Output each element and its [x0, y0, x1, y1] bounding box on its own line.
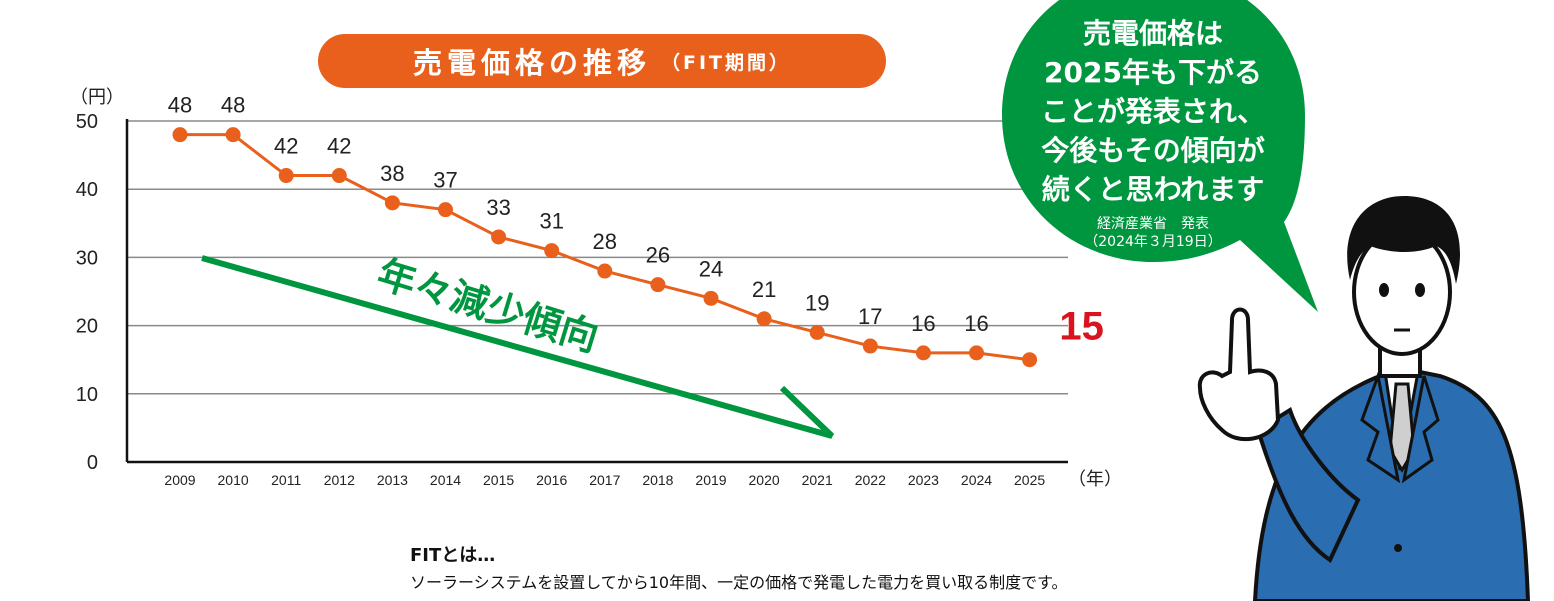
data-point [384, 195, 400, 211]
right-eye [1415, 283, 1425, 297]
x-axis-label: （年） [1068, 469, 1122, 490]
data-point [1022, 352, 1038, 368]
x-tick-label: 2016 [536, 472, 567, 488]
bubble-source: 経済産業省 発表 [1097, 216, 1209, 232]
x-tick-label: 2011 [271, 472, 301, 488]
jacket-button [1394, 544, 1402, 552]
data-label: 21 [752, 277, 776, 302]
data-point [915, 345, 931, 361]
data-label: 16 [964, 311, 988, 336]
data-point [756, 311, 772, 327]
bubble-content: 売電価格は 2025年も下がる ことが発表され、 今後もその傾向が 続くと思われ… [1003, 14, 1303, 251]
bubble-line: 続くと思われます [1041, 173, 1265, 206]
trend-arrow [201, 255, 835, 439]
fit-definition: FITとは… ソーラーシステムを設置してから10年間、一定の価格で発電した電力を… [410, 541, 1067, 593]
data-point [703, 290, 719, 306]
data-point [491, 229, 507, 245]
data-point [650, 277, 666, 293]
data-point [597, 263, 613, 279]
bubble-line: 2025年も下がる [1044, 56, 1262, 89]
x-tick-label: 2023 [908, 472, 939, 488]
data-point [225, 127, 241, 143]
data-label: 33 [486, 195, 510, 220]
x-tick-label: 2017 [589, 472, 620, 488]
x-tick-label: 2025 [1014, 472, 1045, 488]
data-label: 28 [593, 229, 617, 254]
data-label-highlight: 15 [1059, 305, 1104, 349]
x-tick-label: 2009 [164, 472, 195, 488]
data-point [172, 127, 188, 143]
y-tick-label: 20 [76, 316, 98, 338]
x-tick-label: 2013 [377, 472, 408, 488]
y-tick-label: 10 [76, 384, 98, 406]
data-point [331, 168, 347, 184]
x-tick-label: 2012 [324, 472, 355, 488]
pointing-hand [1197, 307, 1281, 441]
bubble-line: 今後もその傾向が [1041, 134, 1265, 167]
y-tick-label: 30 [76, 247, 98, 269]
data-label: 17 [858, 304, 882, 329]
x-tick-label: 2024 [961, 472, 992, 488]
left-lapel [1360, 370, 1401, 484]
raised-arm [1255, 406, 1361, 563]
y-tick-label: 50 [76, 111, 98, 133]
fit-description: ソーラーシステムを設置してから10年間、一定の価格で発電した電力を買い取る制度で… [410, 573, 1068, 592]
x-tick-label: 2018 [642, 472, 673, 488]
bubble-line: ことが発表され、 [1040, 95, 1266, 128]
data-label: 37 [433, 168, 457, 193]
right-lapel [1401, 375, 1440, 484]
data-label: 48 [168, 93, 192, 118]
chart-subtitle: （FIT期間） [661, 51, 792, 74]
x-tick-label: 2019 [695, 472, 726, 488]
bubble-source-date: （2024年３月19日） [1084, 234, 1222, 250]
data-label: 16 [911, 311, 935, 336]
data-label: 19 [805, 290, 829, 315]
x-tick-label: 2014 [430, 472, 461, 488]
data-point [809, 324, 825, 340]
x-tick-label: 2010 [218, 472, 249, 488]
chart-title: 売電価格の推移 [412, 46, 651, 80]
y-axis-label: （円） [70, 87, 124, 108]
x-tick-label: 2022 [855, 472, 886, 488]
x-tick-label: 2021 [802, 472, 833, 488]
data-label: 42 [274, 134, 298, 159]
y-tick-label: 0 [87, 452, 98, 474]
data-label: 38 [380, 161, 404, 186]
x-tick-label: 2015 [483, 472, 514, 488]
data-point [862, 338, 878, 354]
data-point [969, 345, 984, 361]
fit-heading: FITとは… [410, 545, 496, 566]
speech-bubble-shape [1002, 0, 1318, 312]
left-eye [1379, 283, 1389, 297]
data-label: 48 [221, 93, 245, 118]
data-label: 24 [699, 256, 723, 281]
data-point [278, 168, 294, 184]
chart-title-banner: 売電価格の推移 （FIT期間） [318, 34, 886, 88]
x-tick-label: 2020 [749, 472, 780, 488]
data-label: 42 [327, 134, 351, 159]
data-label: 31 [539, 209, 563, 234]
y-tick-label: 40 [76, 179, 98, 201]
bubble-line: 売電価格は [1082, 17, 1223, 50]
data-point [544, 243, 560, 259]
hair [1347, 196, 1461, 284]
data-point [438, 202, 453, 218]
data-label: 26 [646, 243, 670, 268]
